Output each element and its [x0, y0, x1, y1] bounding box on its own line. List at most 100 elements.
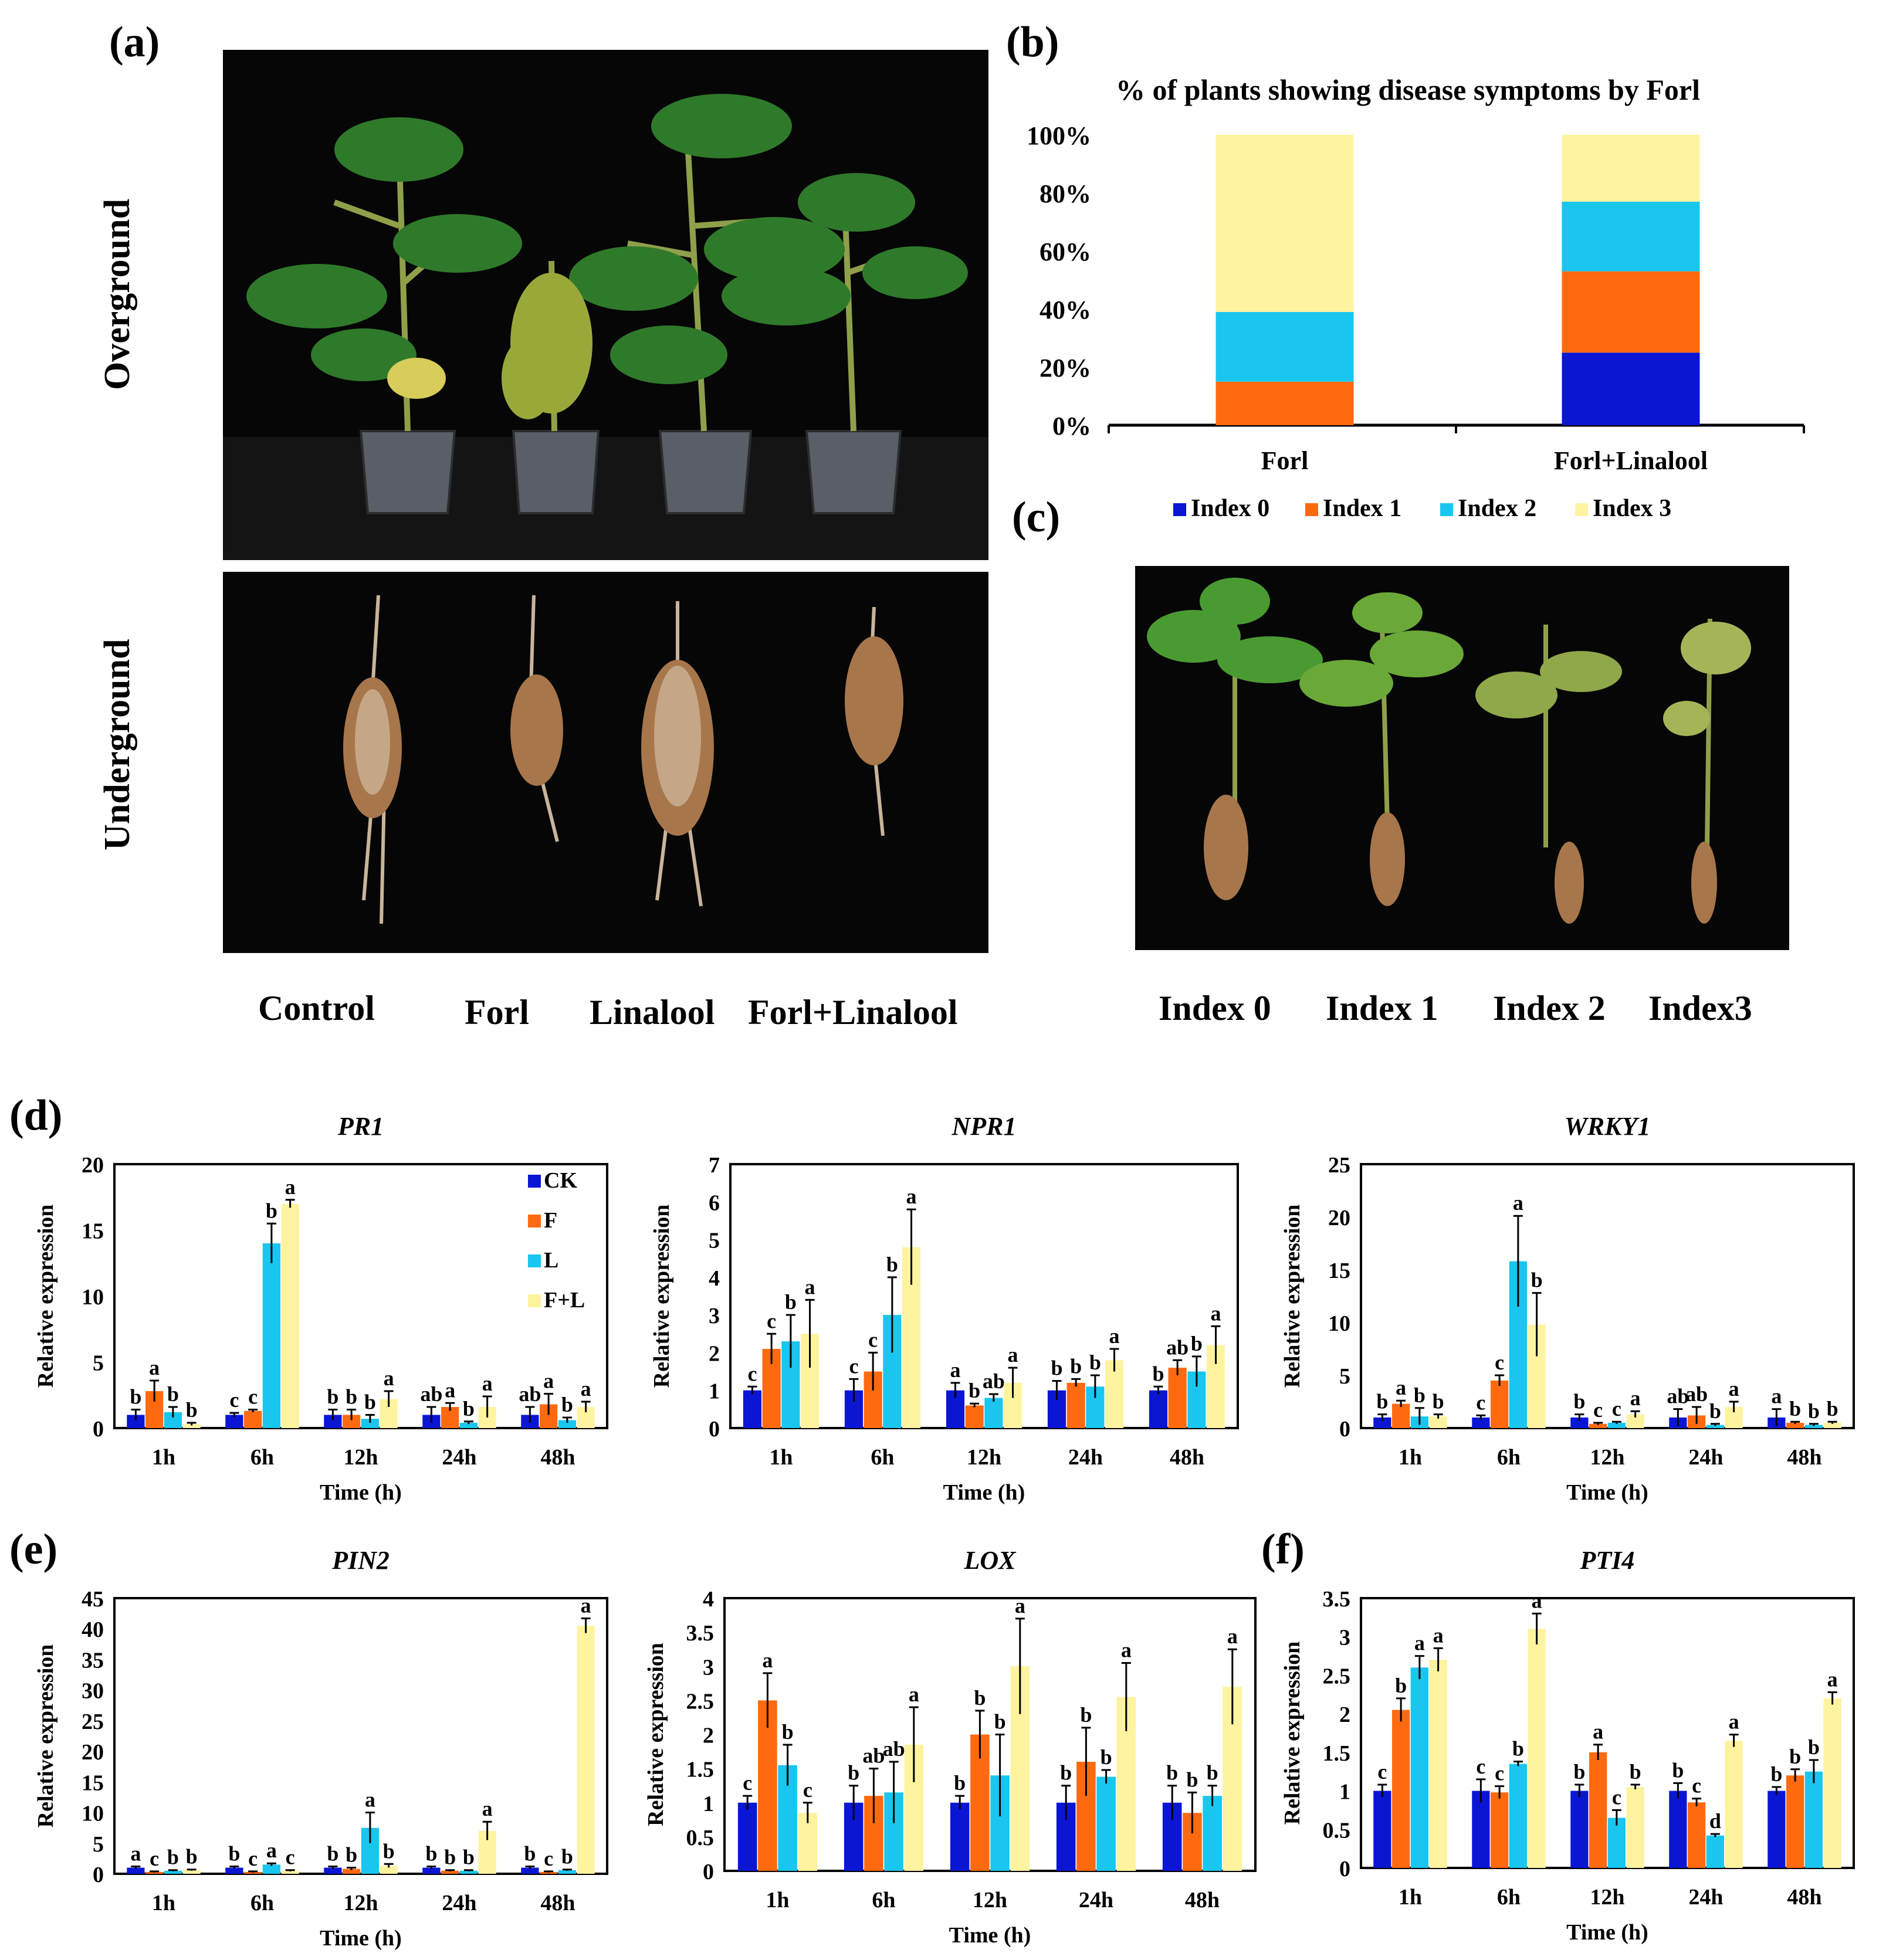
chart-wrky1-letter-f-l-12h: a [1630, 1386, 1641, 1410]
chart-pin2-ytick: 40 [82, 1617, 104, 1642]
chart-npr1-letter-l-48h: b [1191, 1332, 1203, 1355]
chart-pr1-xtick-24h: 24h [442, 1445, 476, 1470]
chart-b-ytick: 60% [1039, 238, 1091, 266]
chart-lox-bar-l-48h [1203, 1796, 1222, 1871]
chart-npr1-letter-f-l-48h: a [1211, 1301, 1221, 1325]
chart-pr1-letter-l-48h: b [561, 1393, 573, 1416]
chart-pr1-legend-swatch-l [528, 1254, 541, 1267]
chart-pti4-letter-ck-24h: b [1672, 1758, 1684, 1782]
chart-b-bar-index-3-forl [1215, 135, 1354, 312]
chart-npr1-letter-f-l-6h: a [906, 1185, 917, 1208]
chart-wrky1-xtick-24h: 24h [1688, 1445, 1723, 1470]
chart-wrky1-letter-f-l-24h: a [1729, 1377, 1739, 1401]
chart-pti4-bar-l-6h [1509, 1764, 1527, 1868]
chart-npr1-ytick: 3 [709, 1304, 720, 1328]
chart-npr1-letter-f-1h: c [767, 1309, 776, 1332]
chart-pti4-bar-ck-12h [1570, 1791, 1589, 1868]
chart-pr1-plot-frame [113, 1163, 608, 1429]
chart-pr1-legend-swatch-ck [528, 1175, 541, 1188]
chart-pin2-letter-ck-24h: b [425, 1842, 437, 1865]
chart-pr1-letter-ck-1h: b [130, 1385, 141, 1409]
chart-pin2-letter-f-l-12h: b [383, 1839, 395, 1863]
chart-pti4-bar-l-24h [1706, 1835, 1724, 1868]
chart-wrky1-letter-f-1h: a [1396, 1376, 1406, 1399]
chart-b-bar-index-0-forl-linalool [1562, 352, 1700, 425]
chart-pr1-bar-f-l-1h [182, 1424, 201, 1428]
chart-b-legend-swatch-index-0 [1173, 503, 1186, 516]
chart-lox-plot-frame [723, 1597, 1257, 1872]
chart-pr1-letter-f-6h: c [248, 1385, 258, 1409]
chart-pti4-ytick: 3.5 [1323, 1587, 1351, 1612]
chart-pti4-ytick: 2 [1339, 1703, 1350, 1727]
chart-pr1-ytick: 5 [93, 1351, 104, 1376]
chart-pin2-bar-f-48h [540, 1871, 558, 1874]
chart-lox-letter-f-12h: b [974, 1686, 986, 1710]
chart-pin2-title: PIN2 [331, 1546, 390, 1575]
chart-pin2-letter-ck-48h: b [524, 1842, 536, 1865]
chart-pti4-letter-f-48h: b [1789, 1745, 1801, 1768]
treatment-label-linalool: Linalool [590, 993, 715, 1032]
chart-npr1-ytick: 4 [709, 1266, 720, 1291]
chart-lox-letter-f-6h: ab [862, 1744, 885, 1768]
chart-pti4-bar-ck-6h [1472, 1791, 1490, 1868]
chart-b-ytick: 80% [1039, 179, 1091, 208]
chart-npr1-xtick-12h: 12h [967, 1445, 1001, 1470]
chart-pr1-bar-ck-6h [225, 1415, 243, 1428]
chart-pti4-xtick-12h: 12h [1590, 1885, 1624, 1910]
chart-npr1-xtick-6h: 6h [871, 1445, 894, 1470]
chart-lox-letter-ck-48h: b [1166, 1761, 1178, 1785]
chart-b-bar-index-3-forl-linalool [1562, 135, 1700, 202]
chart-pti4-bar-ck-48h [1768, 1791, 1786, 1868]
chart-npr1-bar-ck-48h [1149, 1390, 1168, 1428]
chart-pin2-xtick-1h: 1h [152, 1891, 175, 1915]
chart-lox-ytick: 3.5 [686, 1621, 715, 1646]
chart-pin2-letter-l-1h: b [167, 1846, 179, 1869]
chart-lox-letter-f-l-48h: a [1227, 1625, 1238, 1648]
chart-npr1-letter-f-48h: ab [1166, 1335, 1189, 1359]
chart-pin2-bar-ck-24h [422, 1867, 441, 1874]
chart-lox-xtick-12h: 12h [973, 1888, 1007, 1912]
chart-pr1-ytick: 0 [93, 1417, 104, 1442]
chart-pr1-xtick-48h: 48h [540, 1445, 575, 1470]
chart-pin2-plot-frame [113, 1597, 608, 1875]
chart-pin2-bar-ck-12h [324, 1867, 342, 1874]
chart-pti4-letter-f-l-48h: a [1827, 1667, 1838, 1691]
chart-pti4-letter-f-l-1h: a [1433, 1623, 1444, 1647]
chart-npr1-letter-ck-6h: c [849, 1354, 858, 1378]
chart-lox-letter-f-l-1h: c [803, 1778, 812, 1802]
chart-npr1-bar-f-12h [965, 1405, 984, 1428]
chart-pr1-bar-f-6h [244, 1410, 262, 1428]
chart-pti4-bar-f-l-1h [1429, 1660, 1447, 1868]
chart-wrky1-xtick-12h: 12h [1590, 1445, 1624, 1470]
panel-label-c: (c) [1012, 493, 1061, 541]
chart-pti4-bar-f-l-48h [1823, 1698, 1841, 1868]
overground-photo [223, 50, 988, 560]
chart-b-ytick: 40% [1039, 296, 1091, 324]
chart-pr1-bar-ck-12h [324, 1415, 342, 1428]
chart-pti4-letter-ck-48h: b [1770, 1762, 1782, 1786]
chart-pti4-bar-l-12h [1607, 1817, 1626, 1868]
chart-pr1-legend-label-f: F [544, 1208, 557, 1233]
chart-npr1-plot-frame [729, 1163, 1239, 1429]
lox-expression-chart: LOX 0 0.5 1 1.5 2 2.5 3 3.5 4 Relative expression c… [644, 1546, 1257, 1948]
chart-pr1-legend-swatch-f-l [528, 1294, 541, 1307]
treatment-label-forl: Forl [465, 993, 529, 1032]
chart-npr1-letter-f-6h: c [868, 1328, 878, 1351]
chart-lox-xtick-1h: 1h [766, 1888, 789, 1912]
chart-npr1-ytick: 6 [709, 1191, 720, 1215]
chart-wrky1-letter-l-1h: b [1414, 1383, 1425, 1407]
chart-pti4-ytick: 0 [1339, 1857, 1350, 1881]
disease-index-photo [1135, 566, 1789, 950]
chart-wrky1-bar-ck-1h [1373, 1418, 1391, 1428]
chart-pr1-letter-l-24h: b [463, 1397, 475, 1420]
chart-pti4-ylabel: Relative expression [1280, 1642, 1305, 1825]
panel-label-a: (a) [109, 18, 160, 66]
chart-pin2-ytick: 35 [82, 1648, 104, 1673]
chart-wrky1-letter-f-48h: b [1789, 1397, 1801, 1420]
chart-pr1-letter-l-12h: b [364, 1391, 376, 1414]
chart-pin2-xtick-6h: 6h [250, 1891, 274, 1915]
chart-wrky1-letter-ck-12h: b [1573, 1390, 1585, 1413]
chart-pin2-bar-f-l-6h [281, 1870, 299, 1874]
